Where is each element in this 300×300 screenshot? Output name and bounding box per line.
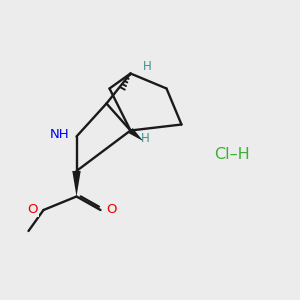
Text: Cl–H: Cl–H xyxy=(214,147,250,162)
Polygon shape xyxy=(72,171,81,196)
Polygon shape xyxy=(128,128,143,141)
Text: NH: NH xyxy=(50,128,69,142)
Text: H: H xyxy=(142,59,151,73)
Text: O: O xyxy=(28,203,38,216)
Text: O: O xyxy=(106,203,116,216)
Text: H: H xyxy=(141,131,150,145)
